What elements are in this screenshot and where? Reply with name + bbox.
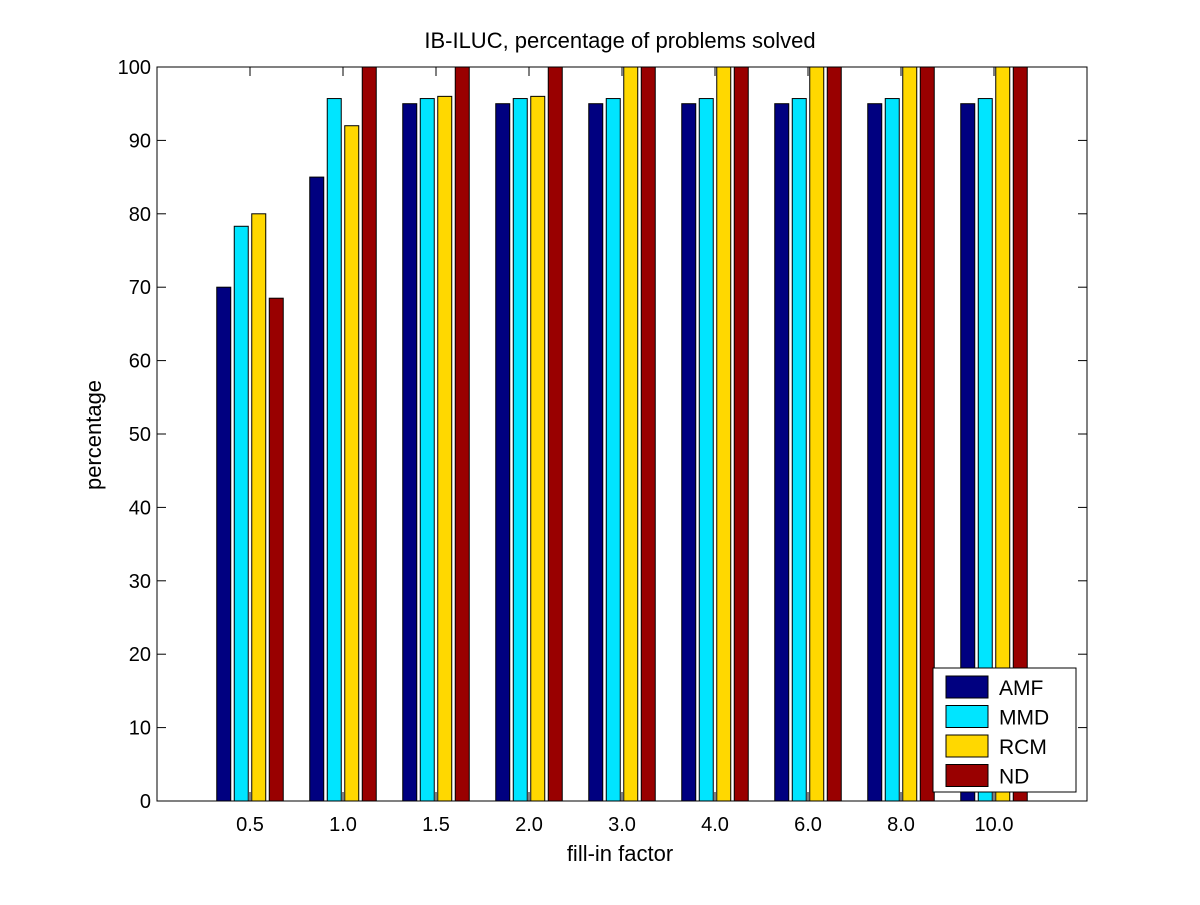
bar-amf-4.0 [681,103,697,802]
bar-mmd-1.5 [419,98,435,802]
bar-amf-6.0 [774,103,790,802]
bar-mmd-1.0 [326,98,342,802]
x-tick-label: 1.5 [422,814,450,836]
legend-label-rcm: RCM [999,736,1047,759]
chart-title: IB-ILUC, percentage of problems solved [424,28,815,53]
bar-rcm-2.0 [530,95,546,802]
bar-nd-6.0 [826,66,842,802]
bar-rcm-0.5 [251,213,267,802]
bar-nd-2.0 [547,66,563,802]
bar-nd-1.5 [454,66,470,802]
bar-rcm-1.0 [344,125,360,802]
x-tick-label: 0.5 [236,814,264,836]
legend-swatch-amf [945,675,989,699]
y-tick-label: 100 [118,57,151,79]
bar-nd-0.5 [268,297,284,802]
bar-nd-4.0 [733,66,749,802]
y-tick-label: 0 [140,791,151,813]
legend-label-mmd: MMD [999,707,1049,730]
x-tick-label: 1.0 [329,814,357,836]
y-tick-label: 70 [129,277,151,299]
legend-swatch-rcm [945,734,989,758]
bar-amf-1.0 [309,176,325,802]
bar-amf-1.5 [402,103,418,802]
legend-label-nd: ND [999,766,1029,789]
x-tick-label: 2.0 [515,814,543,836]
bar-amf-0.5 [216,286,232,802]
bar-rcm-6.0 [809,66,825,802]
bars-layer [216,66,1028,802]
bar-rcm-3.0 [623,66,639,802]
legend-swatch-mmd [945,705,989,728]
x-tick-label: 10.0 [975,814,1014,836]
legend-swatch-nd [945,764,989,787]
bar-mmd-4.0 [698,98,714,802]
y-tick-label: 20 [129,644,151,666]
bar-nd-1.0 [361,66,377,802]
bar-mmd-3.0 [605,98,621,802]
y-tick-label: 80 [129,204,151,226]
y-tick-label: 90 [129,130,151,152]
legend: AMF MMD RCM ND [932,667,1077,793]
legend-label-amf: AMF [999,677,1043,700]
bar-amf-8.0 [867,103,883,802]
bar-nd-3.0 [640,66,656,802]
bar-mmd-6.0 [791,98,807,802]
x-tick-label: 8.0 [887,814,915,836]
y-tick-label: 40 [129,497,151,519]
x-tick-label: 3.0 [608,814,636,836]
y-tick-label: 50 [129,424,151,446]
bar-mmd-2.0 [512,98,528,802]
y-tick-label: 10 [129,718,151,740]
bar-mmd-8.0 [884,98,900,802]
x-tick-label: 4.0 [701,814,729,836]
bar-mmd-0.5 [233,225,249,802]
bar-amf-2.0 [495,103,511,802]
bar-nd-8.0 [919,66,935,802]
bar-amf-3.0 [588,103,604,802]
bar-rcm-4.0 [716,66,732,802]
y-tick-label: 30 [129,571,151,593]
y-axis-label: percentage [81,380,106,490]
axes-layer: 0 10 20 30 40 50 60 70 80 90 100 0.5 1.0 1.5 2.0 3.0 4.0… [118,57,1088,836]
x-axis-label: fill-in factor [567,841,673,866]
bar-rcm-8.0 [902,66,918,802]
bar-rcm-1.5 [437,95,453,802]
x-tick-label: 6.0 [794,814,822,836]
y-tick-label: 60 [129,351,151,373]
